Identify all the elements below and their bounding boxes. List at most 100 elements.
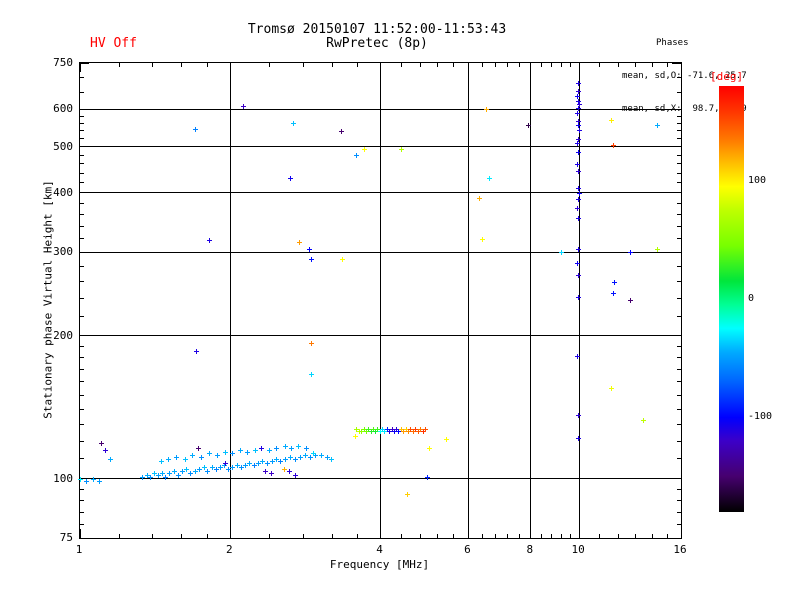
y-axis-tick <box>677 346 681 347</box>
data-point <box>174 455 180 461</box>
data-point <box>576 136 582 142</box>
y-axis-tick <box>677 441 681 442</box>
gridline-vertical <box>380 63 381 538</box>
data-point <box>160 470 166 476</box>
x-axis-tick <box>380 529 381 538</box>
data-point <box>576 273 582 279</box>
x-axis-tick <box>681 63 682 72</box>
x-axis-tick <box>570 534 571 538</box>
data-point <box>206 238 212 243</box>
data-point <box>403 427 409 433</box>
y-axis-tick <box>677 214 681 215</box>
data-point <box>370 427 376 433</box>
y-axis-tick <box>80 381 84 382</box>
y-axis-tick <box>677 424 681 425</box>
y-axis-tick <box>677 281 681 282</box>
x-axis-tick <box>579 529 580 538</box>
y-axis-tick <box>672 335 681 336</box>
y-axis-tick <box>80 92 84 93</box>
data-point <box>380 427 386 433</box>
y-axis-tick <box>80 238 84 239</box>
x-axis-tick <box>207 534 208 538</box>
gridline-vertical <box>230 63 231 538</box>
data-point <box>242 462 248 468</box>
data-point <box>576 150 582 156</box>
y-axis-tick <box>80 138 84 139</box>
x-axis-tick <box>635 534 636 538</box>
colorbar-unit-label: [deg] <box>710 70 744 83</box>
gridline-horizontal <box>80 146 681 147</box>
x-axis-tick <box>357 63 358 67</box>
data-point <box>139 474 145 480</box>
y-axis-tick <box>677 238 681 239</box>
y-axis-tick <box>80 409 84 410</box>
x-axis-tick <box>181 63 182 67</box>
data-point <box>359 428 365 434</box>
y-axis-tick <box>677 500 681 501</box>
x-tick-label: 6 <box>464 543 471 556</box>
y-axis-tick <box>80 489 84 490</box>
data-point <box>194 348 200 354</box>
y-axis-tick <box>80 266 84 267</box>
data-point <box>410 428 416 434</box>
data-point <box>577 191 583 197</box>
data-point <box>611 290 617 296</box>
data-point <box>281 466 287 472</box>
data-point <box>576 295 582 301</box>
data-point <box>240 103 246 109</box>
data-point <box>396 428 402 434</box>
y-tick-label: 500 <box>53 139 73 153</box>
x-axis-tick <box>599 63 600 67</box>
data-point <box>201 464 207 470</box>
x-axis-tick <box>482 534 483 538</box>
data-point <box>640 417 646 423</box>
data-point <box>265 460 271 466</box>
data-point <box>98 440 104 446</box>
data-point <box>190 453 196 459</box>
data-point <box>354 427 360 433</box>
data-point <box>193 468 199 474</box>
x-tick-label: 8 <box>526 543 534 556</box>
y-axis-tick <box>672 146 681 147</box>
data-point <box>382 428 388 434</box>
data-point <box>90 476 96 482</box>
y-tick-label: 200 <box>53 328 73 342</box>
data-point <box>252 447 258 453</box>
data-point <box>576 413 582 419</box>
x-axis-tick <box>119 534 120 538</box>
x-axis-tick <box>561 63 562 67</box>
x-axis-tick <box>207 63 208 67</box>
data-point <box>222 460 228 466</box>
data-point <box>296 444 302 450</box>
x-axis-tick <box>357 534 358 538</box>
data-point <box>576 106 582 111</box>
gridline-horizontal <box>80 192 681 193</box>
x-axis-tick <box>468 529 469 538</box>
data-point <box>237 447 243 453</box>
data-point <box>259 446 265 452</box>
data-point <box>278 458 284 464</box>
y-axis-tick <box>677 155 681 156</box>
x-axis-tick <box>519 534 520 538</box>
data-point <box>289 446 295 452</box>
data-point <box>155 472 161 478</box>
data-point <box>167 470 173 476</box>
x-axis-tick <box>181 534 182 538</box>
data-point <box>576 169 582 175</box>
data-point <box>574 93 580 99</box>
data-point <box>352 433 358 439</box>
data-point <box>325 455 331 461</box>
data-point <box>282 444 288 450</box>
gridline-horizontal <box>80 252 681 253</box>
data-point <box>246 460 252 466</box>
x-axis-tick <box>468 63 469 72</box>
data-point <box>368 428 374 434</box>
hv-status-label: HV Off <box>90 36 137 51</box>
x-axis-tick <box>495 63 496 67</box>
data-point <box>361 427 367 433</box>
plot-area <box>78 62 682 539</box>
x-axis-tick <box>618 63 619 67</box>
y-axis-tick <box>677 226 681 227</box>
data-point <box>480 236 486 242</box>
y-axis-tick <box>677 116 681 117</box>
